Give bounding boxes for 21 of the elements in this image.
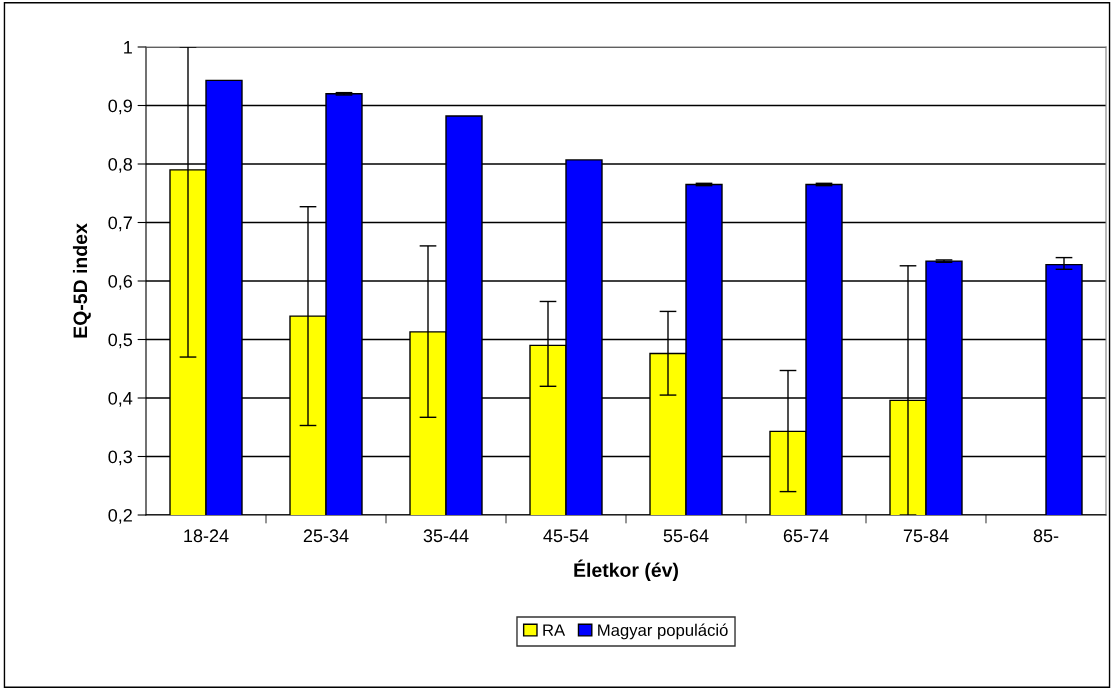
legend-label: Magyar populáció [598,623,728,640]
y-tick-label: 0,9 [108,99,132,115]
legend-label: RA [543,624,566,636]
x-tick-label: 25-34 [303,529,349,543]
y-tick-label: 0,8 [108,157,133,173]
y-tick-label: 0,3 [108,450,133,466]
x-tick-label: 55-64 [663,529,709,543]
x-tick-label: 85- [1033,529,1059,543]
y-tick-label: 0,4 [108,391,133,407]
y-tick-label: 0,6 [108,274,133,290]
x-tick-label: 75-84 [903,529,949,543]
y-tick-label: 0,2 [108,508,132,524]
y-tick-label: 1 [124,41,132,54]
x-tick-label: 35-44 [423,529,469,543]
y-tick-label: 0,7 [108,216,132,232]
x-tick-label: 18-24 [184,529,229,543]
y-axis-title: EQ-5D index [72,223,91,338]
x-tick-label: 65-74 [783,529,829,543]
x-tick-label: 45-54 [543,529,589,543]
y-tick-label: 0,5 [108,333,133,349]
x-axis-title: Életkor (év) [574,559,678,581]
